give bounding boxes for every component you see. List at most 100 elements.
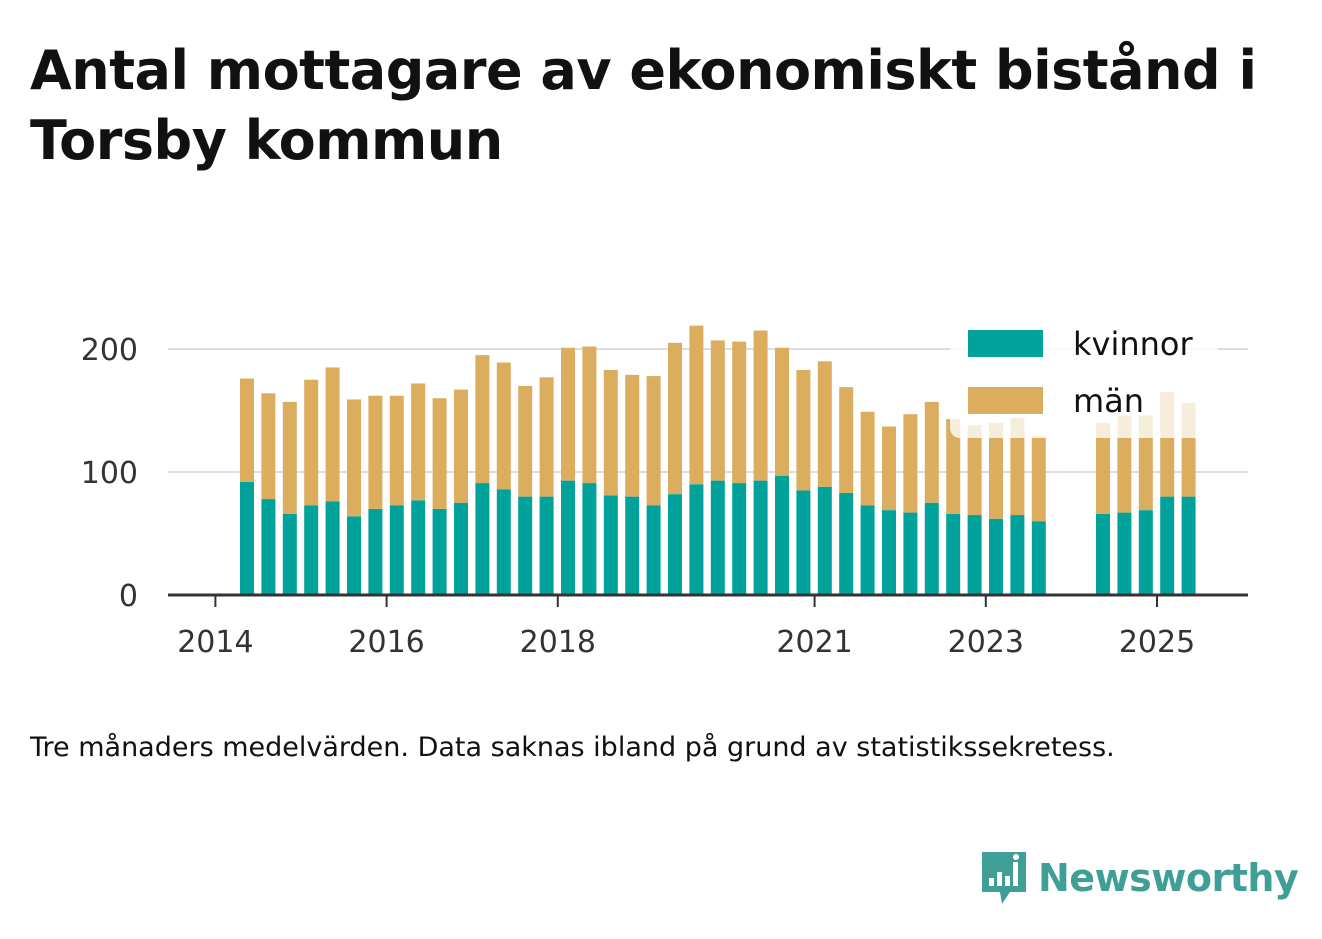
bar-man [261, 393, 276, 500]
legend-swatch [968, 387, 1043, 414]
chart-title: Antal mottagare av ekonomiskt bistånd i … [30, 39, 1257, 172]
bar-man [775, 347, 789, 476]
bar-kvinnor [539, 496, 554, 595]
newsworthy-logo: Newsworthy [980, 848, 1299, 908]
legend: kvinnor män [950, 322, 1218, 438]
bar-man [967, 425, 982, 516]
x-tick-label: 2025 [1119, 625, 1195, 660]
y-tick-label: 200 [81, 333, 138, 368]
bar-kvinnor [817, 486, 832, 595]
bar-man [603, 369, 618, 496]
bar-kvinnor [475, 483, 490, 595]
bar-man [347, 399, 361, 517]
bar-kvinnor [304, 505, 319, 595]
bar-man [646, 376, 661, 506]
brand-name: Newsworthy [1038, 856, 1299, 900]
bar-kvinnor [325, 501, 340, 595]
bar-kvinnor [1138, 510, 1153, 595]
bar-kvinnor [625, 496, 640, 595]
bar-man [860, 411, 875, 506]
bar-man [796, 369, 811, 491]
bar-man [668, 342, 682, 495]
bar-kvinnor [710, 480, 725, 595]
bar-kvinnor [839, 492, 854, 595]
bar-man [496, 362, 511, 490]
bar-man [304, 379, 319, 506]
bar-kvinnor [796, 490, 811, 595]
bar-man [240, 378, 254, 482]
x-tick-label: 2018 [520, 625, 596, 660]
bar-kvinnor [646, 505, 661, 595]
legend-label: män [1073, 382, 1144, 420]
bar-man [1096, 422, 1110, 514]
bar-kvinnor [668, 494, 682, 595]
bar-man [282, 401, 297, 514]
x-tick-label: 2016 [348, 625, 424, 660]
x-tick-label: 2014 [177, 625, 253, 660]
bar-man [839, 387, 854, 493]
bar-man [710, 340, 725, 481]
bars [240, 325, 1196, 595]
bar-man [989, 422, 1003, 519]
bar-kvinnor [496, 489, 511, 595]
bar-man [1138, 415, 1153, 511]
bar-kvinnor [1010, 515, 1025, 595]
bar-kvinnor [732, 483, 747, 595]
bar-man [903, 414, 918, 513]
bar-kvinnor [582, 483, 597, 595]
bar-kvinnor [1181, 496, 1196, 595]
bar-man [411, 383, 426, 501]
bar-man [1031, 436, 1046, 522]
bar-kvinnor [518, 496, 533, 595]
bar-kvinnor [1031, 521, 1046, 595]
chart-caption: Tre månaders medelvärden. Data saknas ib… [30, 732, 1115, 763]
bar-kvinnor [924, 502, 939, 595]
bar-man [753, 330, 768, 481]
legend-swatch [968, 330, 1043, 357]
bar-kvinnor [261, 499, 276, 595]
bar-kvinnor [1160, 496, 1175, 595]
bar-kvinnor [603, 495, 618, 595]
bar-man [625, 374, 640, 497]
bar-kvinnor [989, 518, 1003, 595]
bar-man [689, 325, 704, 485]
bar-man [732, 341, 747, 484]
bar-man [389, 395, 404, 506]
bar-man [454, 389, 468, 503]
legend-label: kvinnor [1073, 325, 1194, 363]
bar-man [368, 395, 383, 509]
bar-kvinnor [860, 505, 875, 595]
newsworthy-logo-icon [982, 852, 1026, 904]
bar-kvinnor [454, 502, 468, 595]
bar-man [946, 419, 961, 514]
bar-kvinnor [1096, 513, 1110, 595]
bar-kvinnor [282, 513, 297, 595]
bar-kvinnor [432, 508, 447, 595]
bar-kvinnor [967, 515, 982, 595]
bar-man [1010, 417, 1025, 516]
y-tick-label: 0 [119, 579, 138, 614]
bar-kvinnor [1117, 512, 1132, 595]
bar-kvinnor [689, 484, 704, 595]
bar-man [1117, 415, 1132, 513]
bar-man [882, 426, 896, 511]
x-tick-label: 2021 [776, 625, 852, 660]
bar-man [582, 346, 597, 484]
bar-man [475, 355, 490, 484]
bar-kvinnor [882, 510, 896, 595]
bar-kvinnor [347, 516, 361, 595]
bar-kvinnor [946, 513, 961, 595]
bar-kvinnor [411, 500, 426, 595]
bar-kvinnor [753, 480, 768, 595]
x-tick-label: 2023 [948, 625, 1024, 660]
bar-man [432, 398, 447, 509]
bar-kvinnor [903, 512, 918, 595]
bar-man [817, 361, 832, 487]
bar-kvinnor [240, 481, 254, 595]
bar-man [518, 385, 533, 497]
bar-kvinnor [389, 505, 404, 595]
bar-kvinnor [368, 508, 383, 595]
axes: 0 100 200 2014 2016 2018 2021 2023 2025 [81, 333, 1248, 660]
bar-man [561, 347, 575, 481]
